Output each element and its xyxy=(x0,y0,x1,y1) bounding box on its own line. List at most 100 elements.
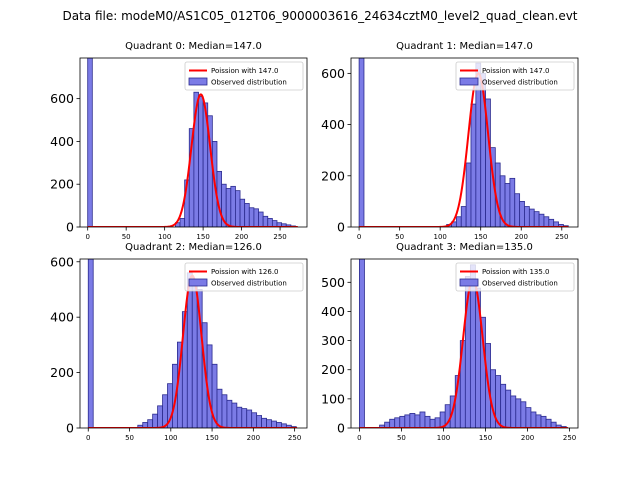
histogram-bar xyxy=(465,162,472,227)
chart-title: Quadrant 1: Median=147.0 xyxy=(396,41,533,52)
histogram-bar xyxy=(358,58,365,227)
histogram-bar xyxy=(162,394,168,428)
x-tick-label: 50 xyxy=(397,434,406,442)
legend-box xyxy=(455,61,575,91)
histogram-bar xyxy=(262,215,269,227)
histogram-bar xyxy=(505,389,512,428)
plot-frame xyxy=(350,258,579,429)
histogram-bar xyxy=(504,183,511,227)
x-tick-label: 50 xyxy=(125,434,134,442)
chart-quadrant-2: Quadrant 2: Median=126.0 0 50 100 150 200 250 0… xyxy=(50,242,308,442)
histogram-bar xyxy=(157,405,163,428)
histogram-bar xyxy=(236,406,243,428)
legend: Poission with 126.0 Observed distribution xyxy=(184,262,304,292)
histogram-bar xyxy=(225,188,232,227)
histogram-bar xyxy=(404,414,411,428)
x-tick-label: 150 xyxy=(196,233,209,241)
histogram-bar xyxy=(519,200,525,227)
histogram-bar xyxy=(271,420,277,428)
histogram-bar xyxy=(414,414,421,428)
histogram-bar xyxy=(191,280,198,428)
y-tick-label: 400 xyxy=(321,117,345,132)
x-tick-label: 50 xyxy=(122,233,131,241)
poisson-curve xyxy=(87,93,298,227)
histogram-bar xyxy=(248,207,255,227)
x-tick-label: 250 xyxy=(288,434,301,442)
chart-title: Quadrant 2: Median=126.0 xyxy=(125,242,262,253)
histogram-bar xyxy=(87,58,93,227)
y-tick-label: 0 xyxy=(337,421,345,436)
histogram-bar xyxy=(545,418,552,428)
x-tick-label: 0 xyxy=(86,434,90,442)
x-tick-label: 200 xyxy=(235,233,248,241)
histogram-bar xyxy=(525,407,532,428)
histogram-bar xyxy=(548,218,555,227)
chart-quadrant-0: Quadrant 0: Median=147.0 0 50 100 150 200 250 0… xyxy=(50,41,308,241)
chart-title: Quadrant 0: Median=147.0 xyxy=(125,41,262,52)
chart-title: Quadrant 3: Median=135.0 xyxy=(396,242,533,253)
histogram-bar xyxy=(261,417,267,428)
histogram-bar xyxy=(520,401,527,428)
poisson-curve xyxy=(359,72,569,227)
histogram-bar xyxy=(409,413,416,428)
y-tick-label: 600 xyxy=(50,254,74,269)
histogram-bar xyxy=(256,415,263,428)
histogram-bar xyxy=(434,417,441,428)
x-tick-label: 100 xyxy=(164,434,177,442)
histogram-bar xyxy=(528,208,535,227)
legend-label-observed: Observed distribution xyxy=(482,79,558,87)
histogram-bar xyxy=(510,395,517,428)
histogram-bar xyxy=(460,206,467,227)
histogram-bar xyxy=(470,103,477,227)
histogram-bar xyxy=(87,259,94,428)
histogram-bar xyxy=(543,216,550,227)
poisson-curve xyxy=(359,278,568,428)
x-tick-label: 100 xyxy=(433,233,446,241)
x-tick-label: 0 xyxy=(357,233,361,241)
histogram-bar xyxy=(359,259,365,428)
y-tick-label: 500 xyxy=(321,275,345,290)
histogram-bar xyxy=(258,211,264,227)
legend-box xyxy=(184,262,304,292)
y-tick-label: 400 xyxy=(50,134,74,149)
x-tick-label: 100 xyxy=(437,434,450,442)
y-tick-label: 200 xyxy=(50,177,74,192)
x-tick-label: 150 xyxy=(474,233,487,241)
legend-label-observed: Observed distribution xyxy=(211,280,287,288)
legend: Poission with 147.0 Observed distribution xyxy=(184,61,304,91)
y-tick-label: 0 xyxy=(66,421,74,436)
histogram-bar xyxy=(538,213,545,227)
histogram-bar xyxy=(419,411,426,428)
histogram-bar xyxy=(455,216,462,227)
legend-label-observed: Observed distribution xyxy=(482,280,558,288)
histogram-bar xyxy=(429,418,436,428)
histogram-bar xyxy=(399,415,406,428)
histogram-bar xyxy=(152,413,158,428)
histogram-bar xyxy=(198,96,204,227)
histogram-bar xyxy=(533,211,540,227)
y-tick-label: 200 xyxy=(321,362,345,377)
x-tick-label: 250 xyxy=(273,233,286,241)
histogram-bar xyxy=(389,418,396,428)
x-tick-label: 200 xyxy=(515,233,528,241)
legend: Poission with 135.0 Observed distribution xyxy=(455,262,575,292)
histogram-bar xyxy=(515,398,522,428)
histogram-bar xyxy=(535,414,542,428)
legend-bar-swatch xyxy=(459,77,479,86)
plot-frame xyxy=(79,258,308,429)
y-tick-label: 0 xyxy=(337,220,345,235)
histogram-bars xyxy=(87,259,297,428)
histogram-bar xyxy=(246,409,253,428)
legend: Poission with 147.0 Observed distribution xyxy=(455,61,575,91)
x-tick-label: 0 xyxy=(357,434,361,442)
histogram-bar xyxy=(241,408,248,428)
histogram-bars xyxy=(358,58,569,227)
legend-label-poisson: Poission with 147.0 xyxy=(482,67,550,75)
histogram-bar xyxy=(239,198,246,227)
chart-quadrant-1: Quadrant 1: Median=147.0 0 50 100 150 200 250 0… xyxy=(321,41,579,241)
histogram-bar xyxy=(509,177,516,227)
histogram-bar xyxy=(266,419,272,428)
legend-label-poisson: Poission with 135.0 xyxy=(482,268,550,276)
x-tick-label: 200 xyxy=(521,434,534,442)
charts-grid: Quadrant 0: Median=147.0 0 50 100 150 200 250 0… xyxy=(50,41,579,442)
